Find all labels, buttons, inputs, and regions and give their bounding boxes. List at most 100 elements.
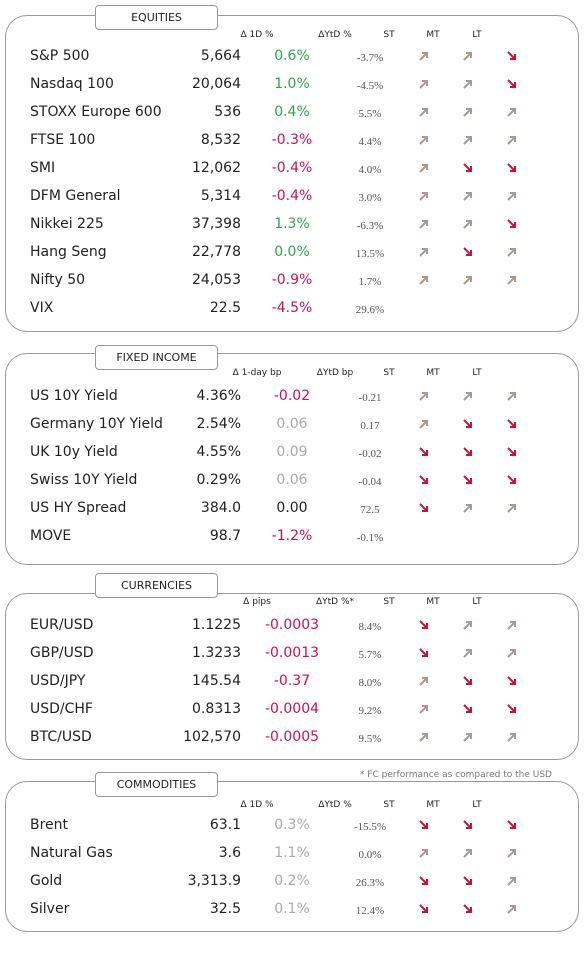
- row-name: Germany 10Y Yield: [30, 416, 163, 432]
- trend-down-arrow: [463, 419, 472, 428]
- column-header: Δ pips: [243, 597, 271, 607]
- row-change: 0.1%: [274, 901, 310, 917]
- row-ytd: 29.6%: [355, 304, 385, 316]
- row-ytd: -0.02: [358, 448, 382, 460]
- row-ytd: 0.17: [360, 420, 380, 432]
- trend-up-arrow: [507, 621, 516, 630]
- row-name: BTC/USD: [30, 729, 92, 745]
- trend-up-arrow: [419, 136, 428, 145]
- section-title: FIXED INCOME: [95, 345, 218, 370]
- row-ytd: -15.5%: [353, 821, 387, 833]
- row-change: -4.5%: [271, 300, 313, 316]
- column-header: ΔYtD bp: [316, 368, 354, 378]
- row-change: 0.06: [276, 416, 308, 432]
- row-ytd: 5.5%: [358, 108, 382, 120]
- trend-up-arrow: [419, 733, 428, 742]
- trend-down-arrow: [507, 676, 516, 685]
- section-box: [5, 353, 579, 565]
- row-name: STOXX Europe 600: [30, 104, 162, 120]
- row-name: EUR/USD: [30, 617, 94, 633]
- trend-up-arrow: [507, 192, 516, 201]
- trend-up-arrow: [463, 192, 472, 201]
- row-change: 1.0%: [274, 76, 310, 92]
- row-ytd: 12.4%: [355, 905, 385, 917]
- row-change: -0.4%: [271, 160, 313, 176]
- row-name: Gold: [30, 873, 63, 889]
- row-name: GBP/USD: [30, 645, 94, 661]
- trend-down-arrow: [419, 620, 428, 629]
- row-level: 22,778: [192, 244, 241, 260]
- row-level: 22.5: [209, 300, 241, 316]
- trend-down-arrow: [463, 820, 472, 829]
- trend-down-arrow: [419, 648, 428, 657]
- trend-down-arrow: [419, 820, 428, 829]
- row-change: -0.02: [273, 388, 311, 404]
- trend-up-arrow: [463, 649, 472, 658]
- trend-up-arrow: [419, 220, 428, 229]
- row-name: S&P 500: [30, 48, 90, 64]
- trend-down-arrow: [463, 447, 472, 456]
- trend-down-arrow: [507, 219, 516, 228]
- row-change: -0.3%: [271, 132, 313, 148]
- trend-up-arrow: [419, 276, 428, 285]
- row-ytd: 9.5%: [358, 733, 382, 745]
- trend-down-arrow: [463, 876, 472, 885]
- column-header: MT: [426, 597, 440, 607]
- row-ytd: 72.5: [360, 504, 380, 516]
- trend-down-arrow: [507, 419, 516, 428]
- section-title: EQUITIES: [95, 5, 218, 30]
- trend-up-arrow: [463, 220, 472, 229]
- row-name: Swiss 10Y Yield: [30, 472, 138, 488]
- column-header: LT: [472, 368, 482, 378]
- trend-down-arrow: [463, 247, 472, 256]
- row-name: VIX: [30, 300, 54, 316]
- trend-up-arrow: [463, 108, 472, 117]
- trend-down-arrow: [463, 904, 472, 913]
- row-change: -0.4%: [271, 188, 313, 204]
- column-header: ΔYtD %: [318, 800, 352, 810]
- row-name: Natural Gas: [30, 845, 113, 861]
- row-ytd: -4.5%: [356, 80, 384, 92]
- row-name: SMI: [30, 160, 56, 176]
- row-change: -0.9%: [271, 272, 313, 288]
- row-change: -1.2%: [271, 528, 313, 544]
- trend-down-arrow: [463, 704, 472, 713]
- row-ytd: -0.21: [358, 392, 382, 404]
- section-box: [5, 781, 579, 932]
- row-level: 32.5: [209, 901, 241, 917]
- trend-down-arrow: [507, 475, 516, 484]
- row-ytd: 4.0%: [358, 164, 382, 176]
- row-change: 0.2%: [274, 873, 310, 889]
- row-name: Silver: [30, 901, 70, 917]
- row-name: MOVE: [30, 528, 72, 544]
- trend-up-arrow: [463, 849, 472, 858]
- row-level: 24,053: [192, 272, 241, 288]
- column-header: LT: [472, 800, 482, 810]
- row-ytd: 3.0%: [358, 192, 382, 204]
- row-name: Nasdaq 100: [30, 76, 114, 92]
- trend-down-arrow: [463, 163, 472, 172]
- row-name: FTSE 100: [30, 132, 96, 148]
- row-ytd: 9.2%: [358, 705, 382, 717]
- trend-up-arrow: [463, 392, 472, 401]
- section-title: COMMODITIES: [95, 772, 218, 797]
- row-ytd: -3.7%: [356, 52, 384, 64]
- footnote: * FC performance as compared to the USD: [359, 770, 552, 780]
- trend-up-arrow: [419, 705, 428, 714]
- row-change: -0.0004: [264, 701, 320, 717]
- row-ytd: 8.4%: [358, 621, 382, 633]
- row-level: 145.54: [192, 673, 241, 689]
- trend-down-arrow: [419, 475, 428, 484]
- trend-up-arrow: [463, 621, 472, 630]
- trend-down-arrow: [507, 820, 516, 829]
- row-level: 98.7: [209, 528, 241, 544]
- row-level: 5,314: [200, 188, 241, 204]
- trend-down-arrow: [419, 447, 428, 456]
- row-change: 1.3%: [274, 216, 310, 232]
- trend-up-arrow: [419, 420, 428, 429]
- trend-up-arrow: [419, 52, 428, 61]
- trend-down-arrow: [507, 79, 516, 88]
- column-header: ST: [383, 368, 395, 378]
- column-header: LT: [472, 597, 482, 607]
